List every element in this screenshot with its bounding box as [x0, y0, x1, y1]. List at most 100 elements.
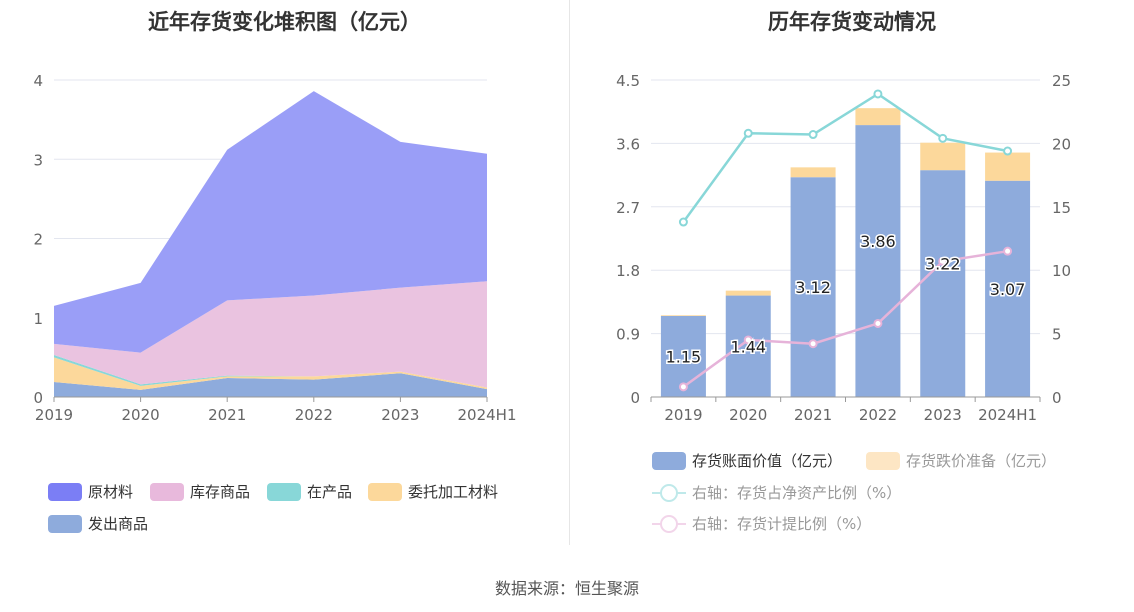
- bar: [725, 295, 771, 397]
- bar: [790, 167, 836, 178]
- x-tick-label: 2023: [924, 406, 962, 424]
- legend-label: 右轴：存货计提比例（%）: [692, 515, 872, 533]
- line-point: [743, 128, 753, 138]
- legend-item-provision-ratio[interactable]: 右轴：存货计提比例（%）: [652, 513, 871, 534]
- legend-item-impairment[interactable]: 存货跌价准备（亿元）: [866, 450, 1056, 471]
- line-point: [938, 133, 948, 143]
- y-tick-label: 4: [33, 72, 43, 90]
- bar-value-label: 3.12: [795, 278, 831, 297]
- bar: [985, 180, 1031, 397]
- legend-label: 原材料: [88, 483, 134, 501]
- bar-label-halo: 3.86: [860, 232, 896, 251]
- y-tick-label: 1.8: [616, 262, 640, 280]
- bar-label-halo: 3.12: [795, 278, 831, 297]
- y-tick-label: 0: [630, 389, 640, 407]
- area-series: [54, 91, 487, 353]
- legend-item-raw-material[interactable]: 原材料: [48, 481, 133, 502]
- legend-swatch: [150, 482, 184, 501]
- legend-line-icon: [652, 514, 686, 533]
- line-point: [873, 89, 883, 99]
- legend-label: 发出商品: [88, 515, 149, 533]
- y2-tick-label: 5: [1052, 326, 1062, 344]
- y-tick-label: 3: [33, 151, 43, 169]
- legend-item-consigned-materials[interactable]: 委托加工材料: [368, 481, 498, 502]
- line-point: [938, 256, 948, 266]
- legend-item-finished-goods[interactable]: 库存商品: [150, 481, 250, 502]
- bar: [855, 125, 901, 397]
- legend-label: 存货跌价准备（亿元）: [906, 452, 1057, 470]
- line-point: [1003, 146, 1013, 156]
- bar: [790, 177, 836, 397]
- x-tick-label: 2020: [729, 406, 767, 424]
- line-point: [678, 217, 688, 227]
- legend-label: 存货账面价值（亿元）: [692, 452, 843, 470]
- bar: [855, 108, 901, 126]
- legend-item-wip[interactable]: 在产品: [267, 481, 352, 502]
- y-tick-label: 2.7: [616, 199, 640, 217]
- chart-divider: [569, 0, 570, 545]
- line-point: [873, 318, 883, 328]
- legend-item-goods-shipped[interactable]: 发出商品: [48, 513, 148, 534]
- bar: [660, 315, 706, 316]
- bar: [920, 142, 966, 171]
- bar-value-label: 3.07: [990, 280, 1026, 299]
- legend-swatch: [652, 451, 686, 470]
- legend-item-net-asset-ratio[interactable]: 右轴：存货占净资产比例（%）: [652, 482, 901, 503]
- line-point: [808, 339, 818, 349]
- x-tick-label: 2022: [295, 406, 333, 424]
- legend-line-icon: [652, 483, 686, 502]
- legend-swatch: [48, 514, 82, 533]
- x-tick-label: 2023: [381, 406, 419, 424]
- y-tick-label: 4.5: [616, 72, 640, 90]
- x-tick-label: 2019: [35, 406, 73, 424]
- line-point: [808, 130, 818, 140]
- y2-tick-label: 10: [1052, 262, 1071, 280]
- bar-value-label: 3.86: [860, 232, 896, 251]
- bar-label-halo: 3.22: [925, 255, 961, 274]
- y2-tick-label: 0: [1052, 389, 1062, 407]
- bar: [920, 170, 966, 397]
- data-source: 数据来源：恒生聚源: [494, 579, 639, 598]
- x-tick-label: 2019: [664, 406, 702, 424]
- area-series: [54, 373, 487, 397]
- legend-item-book-value[interactable]: 存货账面价值（亿元）: [652, 450, 842, 471]
- x-tick-label: 2022: [859, 406, 897, 424]
- x-tick-label: 2020: [122, 406, 160, 424]
- legend-label: 在产品: [307, 483, 353, 501]
- y2-tick-label: 25: [1052, 72, 1071, 90]
- bar: [985, 152, 1031, 181]
- stacked-area-chart: 0 1 2 3 4 2019 2020 2021 2022 2023 2024H1: [33, 72, 516, 424]
- bar-line-chart: 0 0.9 1.8 2.7 3.6 4.5 0 5 10 15 20 25 2019 2020 2021 20…: [616, 72, 1071, 424]
- line-series: [682, 249, 1008, 388]
- legend-swatch: [267, 482, 301, 501]
- y2-tick-label: 20: [1052, 135, 1071, 153]
- right-chart-title: 历年存货变动情况: [768, 10, 936, 34]
- bar-value-label: 3.22: [925, 255, 961, 274]
- line-point: [678, 382, 688, 392]
- y-tick-label: 1: [33, 310, 43, 328]
- bar: [725, 290, 771, 296]
- legend-swatch: [866, 451, 900, 470]
- y-tick-label: 2: [33, 231, 43, 249]
- y-tick-label: 0.9: [616, 326, 640, 344]
- x-tick-label: 2021: [794, 406, 832, 424]
- line-point: [743, 335, 753, 345]
- bar-value-label: 1.15: [666, 347, 702, 366]
- bar-label-halo: 1.15: [666, 347, 702, 366]
- line-point: [1003, 246, 1013, 256]
- x-tick-label: 2021: [208, 406, 246, 424]
- bar-label-halo: 1.44: [730, 337, 766, 356]
- y-tick-label: 3.6: [616, 135, 640, 153]
- area-series: [54, 281, 487, 388]
- legend-label: 委托加工材料: [408, 483, 499, 501]
- x-tick-label: 2024H1: [978, 406, 1037, 424]
- legend-swatch: [48, 482, 82, 501]
- line-series: [682, 92, 1008, 223]
- legend-swatch: [368, 482, 402, 501]
- y2-tick-label: 15: [1052, 199, 1071, 217]
- legend-label: 库存商品: [190, 483, 251, 501]
- left-chart-title: 近年存货变化堆积图（亿元）: [148, 10, 421, 34]
- bar-label-halo: 3.07: [990, 280, 1026, 299]
- legend-label: 右轴：存货占净资产比例（%）: [692, 484, 902, 502]
- y-tick-label: 0: [33, 389, 43, 407]
